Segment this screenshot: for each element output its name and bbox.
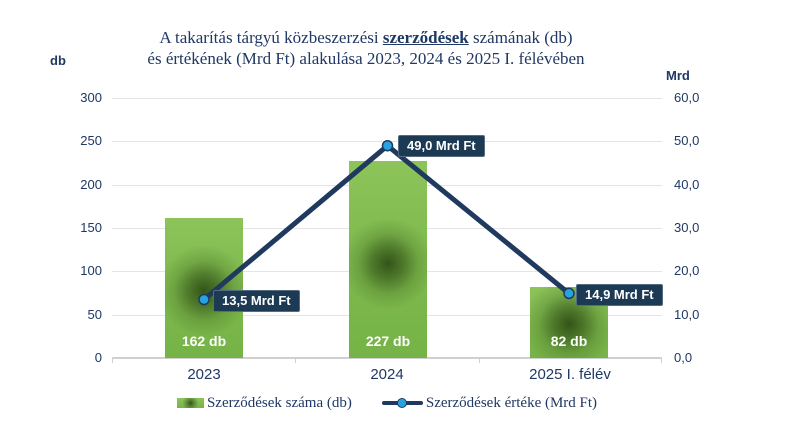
right-axis-tick: 50,0 [674, 133, 700, 148]
chart-legend: Szerződések száma (db) Szerződések érték… [112, 393, 662, 413]
x-axis-label-2023: 2023 [187, 366, 221, 383]
title-text: számának (db) [468, 28, 573, 47]
data-point-marker-2023 [198, 293, 210, 306]
legend-item-bars: Szerződések száma (db) [176, 394, 352, 412]
chart-title: A takarítás tárgyú közbeszerzési szerződ… [66, 27, 666, 69]
left-axis-tick: 50 [87, 307, 102, 322]
x-axis-tick-mark [112, 358, 113, 363]
plot-area: 162 db 227 db 82 db 13,5 Mrd Ft 49,0 Mrd… [112, 98, 663, 383]
x-axis-tick-mark [661, 358, 662, 363]
left-axis-tick: 150 [80, 220, 102, 235]
value-callout-2024: 49,0 Mrd Ft [398, 135, 485, 157]
x-axis-label-2025-h1: 2025 I. félév [529, 366, 611, 383]
value-trend-line [198, 139, 575, 306]
bar-2023: 162 db [165, 218, 243, 358]
right-axis-tick: 10,0 [674, 307, 700, 322]
gridline [112, 98, 662, 99]
legend-label: Szerződések értéke (Mrd Ft) [425, 394, 598, 411]
title-text: A takarítás tárgyú közbeszerzési [159, 28, 383, 47]
left-axis-tick: 250 [80, 133, 102, 148]
x-axis-label-2024: 2024 [370, 366, 404, 383]
chart-title-line2: és értékének (Mrd Ft) alakulása 2023, 20… [147, 49, 585, 68]
right-axis-tick: 60,0 [674, 90, 700, 105]
right-axis-tick: 40,0 [674, 177, 700, 192]
data-point-marker-2024 [381, 139, 394, 152]
left-axis-unit: db [50, 53, 66, 68]
data-point-marker-2025-h1 [563, 287, 575, 300]
legend-label: Szerződések száma (db) [206, 394, 352, 411]
line-series-path [201, 143, 572, 302]
right-axis-unit: Mrd [666, 68, 690, 83]
bar-value-label: 82 db [550, 333, 588, 349]
bar-value-label: 227 db [365, 333, 411, 349]
left-axis-tick: 200 [80, 177, 102, 192]
legend-item-line: Szerződések értéke (Mrd Ft) [381, 394, 598, 412]
chart-title-line1: A takarítás tárgyú közbeszerzési szerződ… [66, 27, 666, 48]
bar-value-label: 162 db [181, 333, 227, 349]
right-axis-tick: 0,0 [674, 350, 693, 365]
right-axis-tick: 20,0 [674, 263, 700, 278]
legend-line-swatch-icon [381, 397, 423, 409]
left-axis-tick: 100 [80, 263, 102, 278]
left-axis-tick: 0 [94, 350, 102, 365]
value-callout-2025-h1: 14,9 Mrd Ft [576, 284, 663, 306]
legend-bar-swatch-icon [176, 398, 204, 408]
bar-2024: 227 db [349, 161, 427, 358]
value-callout-2023: 13,5 Mrd Ft [213, 290, 300, 312]
title-emphasis: szerződések [382, 28, 469, 47]
right-axis-tick: 30,0 [674, 220, 700, 235]
x-axis-tick-mark [295, 358, 296, 363]
x-axis-line [112, 357, 662, 359]
x-axis-tick-mark [479, 358, 480, 363]
left-axis-tick: 300 [80, 90, 102, 105]
